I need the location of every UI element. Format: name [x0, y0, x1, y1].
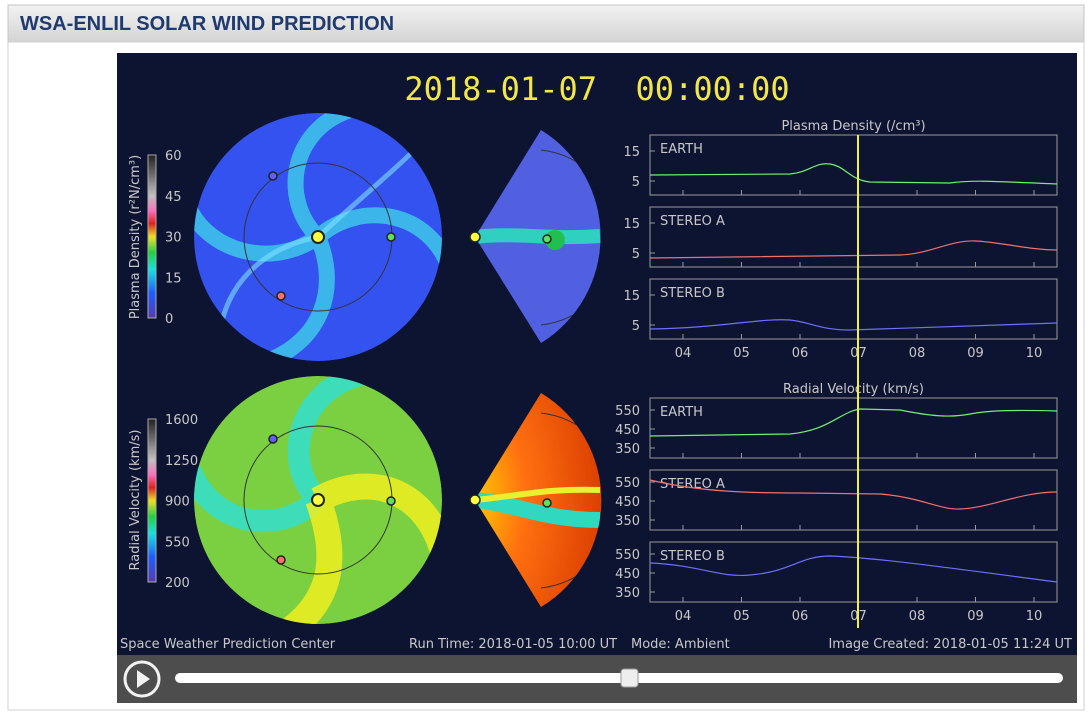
- y-tick-label: 550: [615, 404, 640, 419]
- x-tick-label: 09: [967, 346, 984, 361]
- trace-line: [649, 555, 1058, 583]
- colorbar-tick-label: 1250: [165, 454, 198, 469]
- plot-panel: [649, 206, 1058, 268]
- footer-source: Space Weather Prediction Center: [120, 637, 336, 652]
- y-tick-label: 5: [632, 319, 640, 334]
- y-tick-label: 550: [615, 548, 640, 563]
- colorbar-tick-label: 550: [165, 535, 190, 550]
- x-tick-label: 09: [967, 609, 984, 624]
- panel-label: STEREO A: [660, 214, 725, 229]
- seek-track[interactable]: [175, 673, 1063, 683]
- x-tick-label: 04: [675, 609, 692, 624]
- y-tick-label: 350: [615, 442, 640, 457]
- trace-line: [649, 163, 1058, 185]
- colorbar: [147, 418, 157, 583]
- colorbar-label: Plasma Density (r²N/cm³): [128, 155, 143, 319]
- y-tick-label: 350: [615, 514, 640, 529]
- plot-panel: [649, 469, 1058, 531]
- colorbar-tick-label: 900: [165, 495, 190, 510]
- trace-line: [649, 240, 1058, 259]
- y-tick-label: 450: [615, 567, 640, 582]
- x-tick-label: 04: [675, 346, 692, 361]
- trace-line: [649, 408, 1058, 437]
- x-tick-label: 05: [733, 346, 750, 361]
- x-tick-label: 10: [1026, 609, 1043, 624]
- header-bar: [7, 4, 1085, 43]
- panel-label: STEREO B: [660, 549, 725, 564]
- x-tick-label: 06: [792, 346, 809, 361]
- plot-panel: [649, 541, 1058, 603]
- x-tick-label: 08: [909, 346, 926, 361]
- play-button-ring[interactable]: [123, 660, 161, 698]
- x-tick-label: 10: [1026, 346, 1043, 361]
- y-tick-label: 450: [615, 423, 640, 438]
- footer-created: Image Created: 2018-01-05 11:24 UT: [828, 637, 1072, 652]
- plot-title: Radial Velocity (km/s): [783, 382, 924, 397]
- colorbar-label: Radial Velocity (km/s): [128, 430, 143, 571]
- y-tick-label: 15: [623, 145, 640, 160]
- trace-line: [649, 319, 1058, 331]
- plot-panel: [649, 397, 1058, 459]
- y-tick-label: 5: [632, 175, 640, 190]
- x-tick-label: 08: [909, 609, 926, 624]
- timestamp: 2018-01-07 00:00:00: [404, 70, 789, 108]
- x-tick-label: 05: [733, 609, 750, 624]
- header-title: WSA-ENLIL SOLAR WIND PREDICTION: [20, 13, 394, 35]
- y-tick-label: 350: [615, 586, 640, 601]
- colorbar-tick-label: 0: [165, 312, 173, 327]
- colorbar-tick-label: 15: [165, 271, 182, 286]
- colorbar-tick-label: 1600: [165, 413, 198, 428]
- panel-label: STEREO B: [660, 286, 725, 301]
- seek-thumb[interactable]: [620, 668, 639, 688]
- colorbar-tick-label: 200: [165, 576, 190, 591]
- panel-label: EARTH: [660, 405, 703, 420]
- play-icon[interactable]: [137, 670, 150, 688]
- panel-label: EARTH: [660, 142, 703, 157]
- y-tick-label: 5: [632, 247, 640, 262]
- plot-title: Plasma Density (/cm³): [781, 119, 925, 134]
- footer-run-time: Run Time: 2018-01-05 10:00 UT: [409, 637, 617, 652]
- plot-panel: [649, 134, 1058, 196]
- y-tick-label: 550: [615, 476, 640, 491]
- panel-label: STEREO A: [660, 477, 725, 492]
- colorbar-tick-label: 30: [165, 231, 182, 246]
- colorbar-tick-label: 60: [165, 149, 182, 164]
- trace-line: [649, 479, 1058, 510]
- y-tick-label: 15: [623, 217, 640, 232]
- colorbar: [147, 154, 157, 319]
- y-tick-label: 15: [623, 289, 640, 304]
- x-tick-label: 06: [792, 609, 809, 624]
- plot-panel: [649, 278, 1058, 340]
- body-markers: [268, 171, 552, 565]
- colorbar-tick-label: 45: [165, 190, 182, 205]
- play-button[interactable]: [123, 660, 161, 698]
- y-tick-label: 450: [615, 495, 640, 510]
- footer-mode: Mode: Ambient: [631, 637, 730, 652]
